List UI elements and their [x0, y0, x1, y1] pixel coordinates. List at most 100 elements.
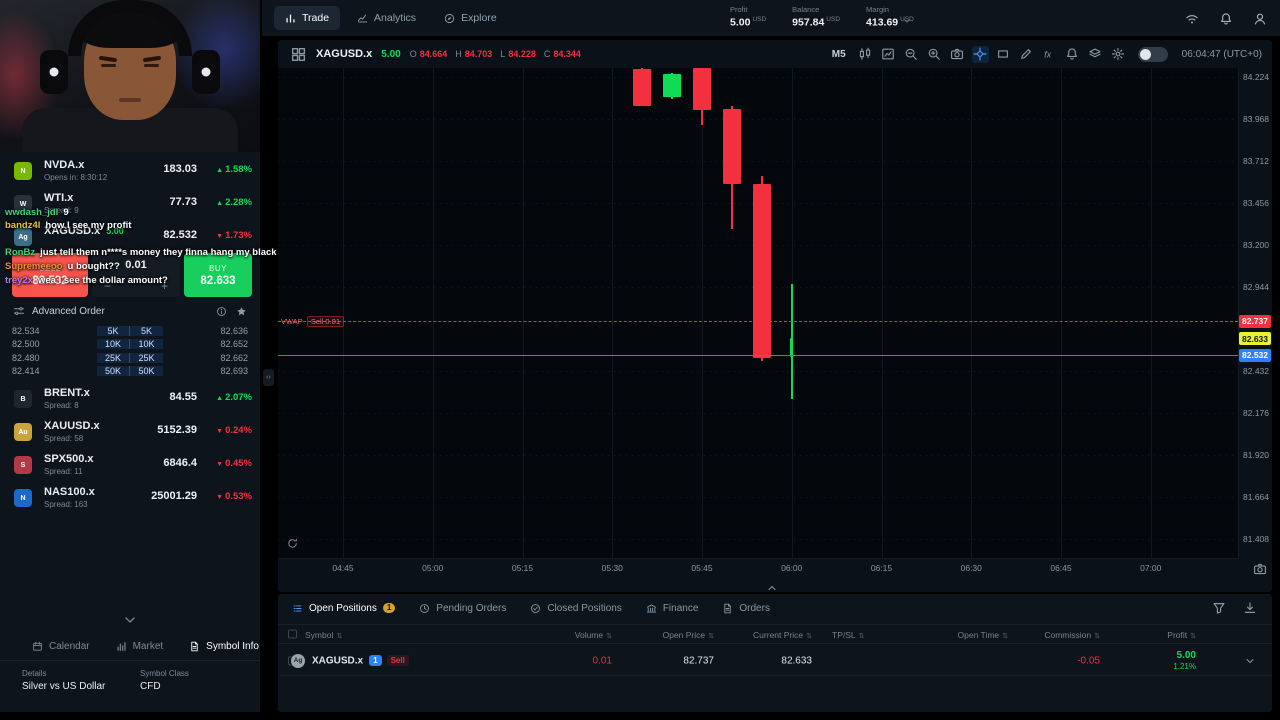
tab-open-positions[interactable]: Open Positions 1 — [292, 603, 396, 614]
watchlist-item[interactable]: N NVDA.x Opens in: 8:30:12 183.03 ▲ 1.58% — [0, 154, 260, 187]
sidebar-resize-handle[interactable]: ‹› — [263, 369, 274, 386]
tool-zoom-out-button[interactable] — [903, 46, 920, 63]
tab-analytics[interactable]: Analytics — [346, 6, 427, 30]
stat-label: Margin — [866, 5, 889, 14]
tool-zoom-in-button[interactable] — [926, 46, 943, 63]
panel-funnel-button[interactable] — [1210, 600, 1227, 617]
tab-explore[interactable]: Explore — [433, 6, 508, 30]
dom-row[interactable]: 82.534 5K 5K 82.636 — [0, 324, 260, 338]
sidebar-tab-market[interactable]: Market — [116, 641, 163, 652]
panel-expand-button[interactable] — [766, 581, 778, 591]
dom-row[interactable]: 82.500 10K 10K 82.652 — [0, 338, 260, 352]
watchlist-item[interactable]: W WTI.x Spread: 9 77.73 ▲ 2.28% — [0, 187, 260, 220]
info-icon[interactable] — [216, 306, 227, 317]
y-axis-label: 83.712 — [1243, 155, 1269, 166]
sidebar-collapse-button[interactable] — [122, 612, 138, 624]
topbar-user-button[interactable] — [1251, 10, 1268, 27]
advanced-order-row[interactable]: Advanced Order — [0, 303, 260, 319]
chart-snapshot-icon[interactable] — [1253, 562, 1267, 576]
ask-size: 25K — [130, 352, 163, 363]
watchlist-item[interactable]: N NAS100.x Spread: 163 25001.29 ▼ 0.53% — [0, 481, 260, 514]
ask-price: 82.662 — [220, 352, 248, 363]
calendar-icon — [32, 641, 43, 652]
dom-row[interactable]: 82.480 25K 25K 82.662 — [0, 351, 260, 365]
bid-price: 82.534 — [12, 325, 40, 336]
watchlist-item[interactable]: Au XAUUSD.x Spread: 58 5152.39 ▼ 0.24% — [0, 415, 260, 448]
watchlist-item[interactable]: S SPX500.x Spread: 11 6846.4 ▼ 0.45% — [0, 448, 260, 481]
chart-refresh-icon[interactable] — [286, 537, 299, 550]
topbar-actions — [1183, 10, 1268, 27]
topbar-bell-button[interactable] — [1217, 10, 1234, 27]
candles-icon — [858, 47, 872, 61]
watchlist-item-main: NVDA.x Opens in: 8:30:12 — [44, 159, 250, 182]
chart-menu-icon[interactable] — [290, 46, 307, 63]
tab-trade[interactable]: Trade — [274, 6, 341, 30]
tab-orders[interactable]: Orders — [722, 603, 770, 614]
watchlist-item[interactable]: Ag XAGUSD.x 5.00 82.532 ▼ 1.73% — [0, 220, 260, 253]
avatar-eye — [101, 64, 116, 67]
panel-download-button[interactable] — [1241, 600, 1258, 617]
price-line-order — [278, 354, 1238, 356]
x-axis-label: 07:00 — [1140, 563, 1162, 573]
price-axis[interactable]: 84.224 83.968 83.712 83.456 83.200 82.944 82.4… — [1238, 68, 1272, 558]
qty-plus-button[interactable]: + — [160, 279, 168, 293]
quantity-value: 0.01 — [125, 259, 147, 271]
topbar-wifi-button[interactable] — [1183, 10, 1200, 27]
symbol-change: ▼ 1.73% — [204, 230, 252, 241]
dom-row[interactable]: 82.414 50K 50K 82.693 — [0, 365, 260, 379]
favorite-star-icon[interactable] — [236, 306, 247, 317]
symbol-price: 6846.4 — [163, 457, 197, 469]
stat-value: 5.00 USD — [730, 16, 766, 29]
tool-gear-button[interactable] — [1110, 46, 1127, 63]
qty-minus-button[interactable]: − — [104, 279, 112, 293]
tool-candles-button[interactable] — [857, 46, 874, 63]
bid-price: 82.414 — [12, 366, 40, 377]
tool-bell-button[interactable] — [1064, 46, 1081, 63]
x-axis-label: 06:15 — [870, 563, 893, 573]
watchlist-item-main: XAUUSD.x Spread: 58 — [44, 420, 250, 443]
buy-button[interactable]: BUY 82.633 — [184, 253, 252, 297]
tab-pending-orders[interactable]: Pending Orders — [419, 603, 506, 614]
row-expand-chevron-icon[interactable] — [1244, 655, 1256, 667]
sort-icon: ⇅ — [858, 633, 865, 640]
tool-pencil-button[interactable] — [1018, 46, 1035, 63]
symbol-subtext: Spread: 8 — [44, 401, 79, 410]
grid-line-horizontal — [278, 454, 1238, 456]
account-details-chevron-icon[interactable] — [902, 13, 912, 23]
x-axis-label: 06:30 — [960, 563, 982, 573]
tool-camera-button[interactable] — [949, 46, 966, 63]
column-label: Current Price — [753, 630, 804, 640]
timeframe-selector[interactable]: M5 — [831, 48, 846, 60]
theme-toggle[interactable] — [1137, 46, 1168, 62]
tab-finance[interactable]: Finance — [646, 603, 698, 614]
candlestick-chart[interactable]: VWAP Sell 0.01 — [278, 68, 1238, 558]
tool-chart-type-button[interactable] — [880, 46, 897, 63]
x-axis-label: 05:45 — [691, 563, 713, 573]
sell-button[interactable]: SELL 82.532 — [12, 253, 88, 297]
grid-line-vertical — [702, 68, 703, 558]
x-axis-label: 05:00 — [422, 563, 444, 573]
tool-rect-tool-button[interactable] — [995, 46, 1012, 63]
sidebar-tab-calendar[interactable]: Calendar — [32, 641, 90, 652]
time-axis[interactable]: 04:45 05:00 05:15 05:30 05:45 06:00 06:15 06:30… — [278, 558, 1238, 576]
webcam-feed — [0, 0, 260, 152]
quantity-stepper[interactable]: 0.01 − + — [92, 253, 180, 297]
sidebar-tab-symbol-info[interactable]: Symbol Info — [189, 641, 259, 652]
bid-price: 82.480 — [12, 352, 40, 363]
watchlist-item[interactable]: B BRENT.x Spread: 8 84.55 ▲ 2.07% — [0, 382, 260, 415]
ohlc-readout: O 84.664 H 84.703 L 84.228 C 84.344 — [410, 49, 581, 59]
price-tag-order: 82.532 — [1239, 348, 1271, 362]
tab-closed-positions[interactable]: Closed Positions — [530, 603, 622, 614]
tab-label: Calendar — [49, 640, 90, 652]
select-all-checkbox[interactable] — [288, 629, 297, 639]
tool-crosshair-button[interactable] — [971, 45, 989, 63]
tool-fx-button[interactable]: fx — [1041, 46, 1058, 63]
tool-layers-button[interactable] — [1087, 46, 1104, 63]
buy-price: 82.633 — [200, 274, 236, 287]
column-label: Open Time — [957, 630, 1000, 640]
change-value: 2.28% — [225, 196, 252, 208]
position-row[interactable]: Ag XAGUSD.x 1 Sell 0.01 82.737 82.633 -0.05 5.00… — [278, 646, 1272, 676]
chart-symbol[interactable]: XAGUSD.x — [316, 48, 373, 60]
positions-table-header: Symbol ⇅ Volume ⇅ Open Price ⇅ Current Price ⇅ T… — [278, 624, 1272, 644]
advanced-order-label: Advanced Order — [32, 305, 105, 317]
